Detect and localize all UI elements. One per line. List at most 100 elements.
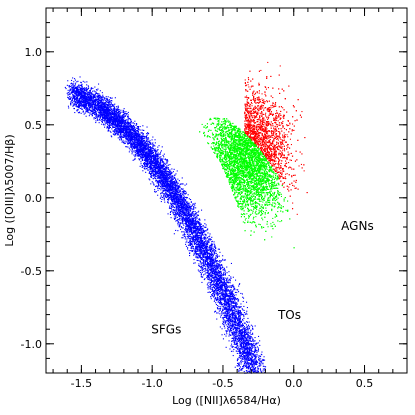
point-sfgs	[251, 356, 253, 358]
point-sfgs	[216, 271, 218, 273]
point-sfgs	[151, 157, 153, 159]
point-sfgs	[253, 344, 255, 346]
point-sfgs	[105, 96, 107, 98]
point-sfgs	[219, 308, 221, 310]
point-sfgs	[211, 271, 213, 273]
point-sfgs	[152, 177, 154, 179]
point-sfgs	[233, 285, 235, 287]
point-sfgs	[225, 321, 227, 323]
point-sfgs	[264, 359, 266, 361]
point-sfgs	[244, 343, 246, 345]
point-sfgs	[193, 220, 195, 222]
point-sfgs	[183, 215, 185, 217]
point-sfgs	[251, 353, 253, 355]
point-sfgs	[70, 104, 72, 106]
point-sfgs	[114, 134, 116, 136]
point-sfgs	[244, 334, 246, 336]
point-sfgs	[215, 296, 217, 298]
point-sfgs	[163, 163, 165, 165]
point-sfgs	[155, 171, 157, 173]
point-sfgs	[138, 134, 140, 136]
point-sfgs	[231, 308, 233, 310]
point-sfgs	[201, 267, 203, 269]
point-sfgs	[89, 109, 91, 111]
point-sfgs	[252, 353, 254, 355]
point-sfgs	[162, 183, 164, 185]
point-sfgs	[145, 168, 147, 170]
point-sfgs	[213, 266, 215, 268]
point-sfgs	[229, 331, 231, 333]
point-sfgs	[203, 246, 205, 248]
point-sfgs	[154, 174, 156, 176]
point-sfgs	[153, 184, 155, 186]
point-sfgs	[235, 305, 237, 307]
point-sfgs	[120, 115, 122, 117]
point-sfgs	[253, 345, 255, 347]
point-sfgs	[181, 231, 183, 233]
point-sfgs	[127, 141, 129, 143]
point-sfgs	[82, 98, 84, 100]
point-sfgs	[220, 290, 222, 292]
point-sfgs	[196, 253, 198, 255]
point-sfgs	[222, 320, 224, 322]
point-sfgs	[182, 213, 184, 215]
point-sfgs	[154, 161, 156, 163]
point-sfgs	[204, 261, 206, 263]
point-sfgs	[81, 106, 83, 108]
point-sfgs	[241, 342, 243, 344]
point-sfgs	[110, 114, 112, 116]
point-sfgs	[194, 240, 196, 242]
point-sfgs	[233, 308, 235, 310]
point-sfgs	[219, 309, 221, 311]
point-sfgs	[165, 172, 167, 174]
point-sfgs	[82, 91, 84, 93]
point-sfgs	[215, 263, 217, 265]
point-sfgs	[209, 254, 211, 256]
point-sfgs	[207, 286, 209, 288]
point-sfgs	[204, 251, 206, 253]
point-sfgs	[246, 357, 248, 359]
point-sfgs	[184, 200, 186, 202]
point-sfgs	[116, 118, 118, 120]
point-sfgs	[162, 196, 164, 198]
point-sfgs	[173, 168, 175, 170]
point-sfgs	[78, 107, 80, 109]
point-sfgs	[210, 296, 212, 298]
point-sfgs	[171, 173, 173, 175]
point-sfgs	[178, 185, 180, 187]
point-sfgs	[248, 338, 250, 340]
point-sfgs	[211, 280, 213, 282]
point-sfgs	[113, 109, 115, 111]
point-sfgs	[192, 211, 194, 213]
point-sfgs	[101, 113, 103, 115]
point-sfgs	[222, 318, 224, 320]
point-sfgs	[167, 184, 169, 186]
point-sfgs	[232, 340, 234, 342]
point-sfgs	[202, 225, 204, 227]
point-sfgs	[119, 135, 121, 137]
point-sfgs	[207, 263, 209, 265]
point-sfgs	[225, 312, 227, 314]
point-sfgs	[249, 347, 251, 349]
point-sfgs	[131, 122, 133, 124]
point-sfgs	[138, 148, 140, 150]
point-sfgs	[169, 196, 171, 198]
point-sfgs	[177, 187, 179, 189]
point-sfgs	[129, 141, 131, 143]
point-sfgs	[98, 119, 100, 121]
point-sfgs	[181, 204, 183, 206]
point-sfgs	[142, 125, 144, 127]
point-sfgs	[254, 357, 256, 359]
point-sfgs	[233, 311, 235, 313]
point-sfgs	[123, 108, 125, 110]
point-sfgs	[127, 118, 129, 120]
point-sfgs	[124, 122, 126, 124]
point-sfgs	[195, 244, 197, 246]
point-sfgs	[133, 133, 135, 135]
point-sfgs	[260, 364, 262, 366]
point-sfgs	[87, 109, 89, 111]
point-sfgs	[235, 343, 237, 345]
point-sfgs	[235, 332, 237, 334]
point-sfgs	[97, 114, 99, 116]
point-sfgs	[74, 100, 76, 102]
